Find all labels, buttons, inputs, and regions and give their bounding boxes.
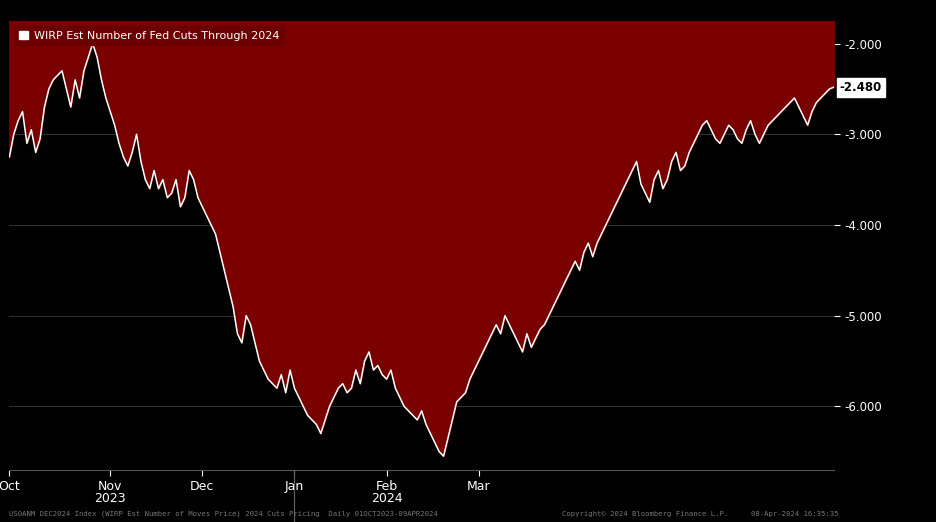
Text: 2023: 2023 [95, 492, 126, 505]
Text: -2.480: -2.480 [839, 80, 881, 93]
Text: Copyright© 2024 Bloomberg Finance L.P.: Copyright© 2024 Bloomberg Finance L.P. [562, 511, 727, 517]
Text: 2024: 2024 [371, 492, 402, 505]
Text: 08-Apr-2024 16:35:35: 08-Apr-2024 16:35:35 [751, 511, 838, 517]
Text: US0ANM DEC2024 Index (WIRP Est Number of Moves Price) 2024 Cuts Pricing  Daily 0: US0ANM DEC2024 Index (WIRP Est Number of… [9, 511, 438, 517]
Legend: WIRP Est Number of Fed Cuts Through 2024: WIRP Est Number of Fed Cuts Through 2024 [15, 27, 284, 45]
